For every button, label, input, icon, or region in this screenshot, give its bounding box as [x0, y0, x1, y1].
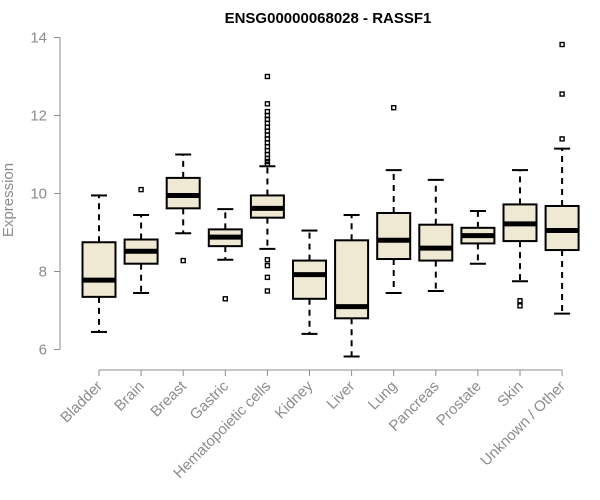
outlier-point — [138, 186, 144, 193]
outlier-point — [264, 274, 271, 281]
box-group — [165, 153, 201, 264]
box-body — [418, 223, 454, 262]
x-tick-label: Liver — [323, 378, 358, 413]
box-group — [502, 169, 538, 309]
y-tick-label: 6 — [39, 342, 47, 359]
box-group — [123, 186, 159, 294]
x-tick-label: Skin — [494, 378, 527, 411]
box-group — [544, 41, 580, 315]
outlier-point — [559, 91, 565, 97]
outlier-point — [264, 73, 271, 80]
outlier-point — [517, 298, 523, 304]
y-axis-label: Expression — [0, 163, 17, 237]
chart-title: ENSG00000068028 - RASSF1 — [225, 10, 432, 27]
box-body — [292, 259, 327, 300]
box-group — [207, 208, 243, 302]
outlier-point — [264, 161, 271, 167]
y-tick-label: 10 — [30, 186, 47, 203]
x-tick-label: Prostate — [433, 378, 485, 430]
outlier-point — [559, 41, 565, 48]
box-group — [292, 229, 327, 335]
outlier-point — [559, 136, 565, 142]
x-tick-label: Kidney — [272, 377, 317, 422]
outlier-point — [391, 104, 397, 111]
outlier-point — [264, 108, 271, 115]
outlier-point — [222, 296, 229, 302]
box-group — [334, 213, 370, 358]
box-group — [376, 104, 412, 294]
box-group — [249, 73, 285, 294]
outlier-point — [264, 257, 271, 263]
box-group — [460, 210, 496, 265]
x-tick-label: Lung — [365, 378, 401, 414]
box-group — [418, 178, 454, 292]
x-tick-label: Brain — [111, 378, 148, 415]
outlier-point — [264, 158, 271, 165]
outlier-point — [517, 303, 523, 309]
outlier-point — [264, 288, 271, 294]
box-body — [81, 241, 117, 298]
y-axis: 6 8 10 12 14 — [30, 30, 61, 359]
y-tick-label: 14 — [30, 30, 47, 47]
x-tick-label: Breast — [147, 377, 190, 420]
outlier-point — [264, 101, 271, 107]
box-body — [376, 212, 412, 261]
y-tick-label: 8 — [39, 264, 47, 281]
box-series — [81, 41, 580, 358]
outlier-point — [264, 262, 271, 269]
x-tick-label: Bladder — [57, 378, 106, 427]
box-group — [81, 194, 117, 333]
box-body — [544, 204, 580, 252]
outlier-point — [180, 257, 186, 264]
y-tick-label: 12 — [30, 108, 47, 125]
